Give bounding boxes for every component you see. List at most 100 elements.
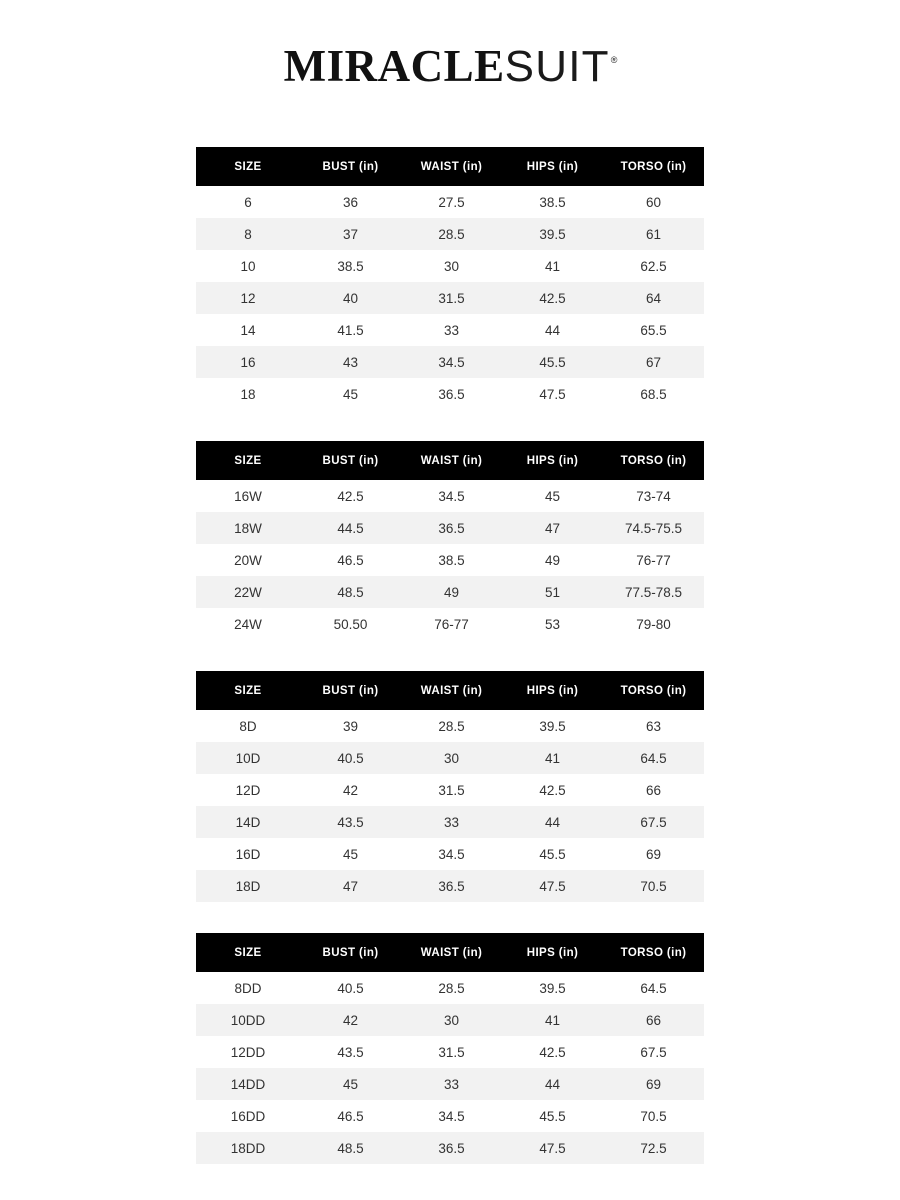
cell-torso: 66 <box>603 774 704 806</box>
table-header-row: SIZE BUST (in) WAIST (in) HIPS (in) TORSO (i… <box>196 147 704 186</box>
column-header-torso: TORSO (in) <box>603 671 704 710</box>
table-row: 14D 43.5 33 44 67.5 <box>196 806 704 838</box>
cell-torso: 64 <box>603 282 704 314</box>
cell-size: 8 <box>196 218 300 250</box>
cell-size: 14D <box>196 806 300 838</box>
cell-size: 12 <box>196 282 300 314</box>
cell-torso: 64.5 <box>603 742 704 774</box>
table-row: 8 37 28.5 39.5 61 <box>196 218 704 250</box>
column-header-hips: HIPS (in) <box>502 671 603 710</box>
cell-bust: 41.5 <box>300 314 401 346</box>
cell-torso: 69 <box>603 838 704 870</box>
column-header-bust: BUST (in) <box>300 147 401 186</box>
brand-logo: MIRACLESUIT® <box>0 44 900 89</box>
cell-bust: 38.5 <box>300 250 401 282</box>
cell-bust: 48.5 <box>300 576 401 608</box>
cell-bust: 43 <box>300 346 401 378</box>
cell-size: 18DD <box>196 1132 300 1164</box>
column-header-size: SIZE <box>196 933 300 972</box>
cell-hips: 44 <box>502 806 603 838</box>
table-row: 8DD 40.5 28.5 39.5 64.5 <box>196 972 704 1004</box>
cell-waist: 30 <box>401 1004 502 1036</box>
table-header-row: SIZE BUST (in) WAIST (in) HIPS (in) TORSO (i… <box>196 933 704 972</box>
cell-torso: 73-74 <box>603 480 704 512</box>
table-row: 12D 42 31.5 42.5 66 <box>196 774 704 806</box>
cell-torso: 66 <box>603 1004 704 1036</box>
cell-size: 8DD <box>196 972 300 1004</box>
column-header-size: SIZE <box>196 671 300 710</box>
cell-size: 10 <box>196 250 300 282</box>
column-header-waist: WAIST (in) <box>401 441 502 480</box>
table-row: 18DD 48.5 36.5 47.5 72.5 <box>196 1132 704 1164</box>
cell-bust: 50.50 <box>300 608 401 640</box>
column-header-waist: WAIST (in) <box>401 147 502 186</box>
cell-size: 14DD <box>196 1068 300 1100</box>
cell-size: 16 <box>196 346 300 378</box>
size-table-d-cup-sizes: SIZE BUST (in) WAIST (in) HIPS (in) TORSO (i… <box>196 671 704 902</box>
table-row: 18W 44.5 36.5 47 74.5-75.5 <box>196 512 704 544</box>
column-header-size: SIZE <box>196 441 300 480</box>
cell-hips: 45.5 <box>502 346 603 378</box>
brand-logo-suit: SUIT <box>504 42 610 91</box>
cell-size: 20W <box>196 544 300 576</box>
table-row: 10DD 42 30 41 66 <box>196 1004 704 1036</box>
table-row: 16W 42.5 34.5 45 73-74 <box>196 480 704 512</box>
cell-waist: 36.5 <box>401 870 502 902</box>
cell-hips: 39.5 <box>502 710 603 742</box>
cell-waist: 28.5 <box>401 972 502 1004</box>
size-table-womens-plus-sizes: SIZE BUST (in) WAIST (in) HIPS (in) TORSO (i… <box>196 441 704 640</box>
cell-bust: 45 <box>300 1068 401 1100</box>
cell-torso: 69 <box>603 1068 704 1100</box>
cell-hips: 41 <box>502 250 603 282</box>
cell-bust: 42.5 <box>300 480 401 512</box>
cell-waist: 36.5 <box>401 1132 502 1164</box>
cell-torso: 61 <box>603 218 704 250</box>
cell-waist: 33 <box>401 806 502 838</box>
cell-bust: 40 <box>300 282 401 314</box>
column-header-torso: TORSO (in) <box>603 933 704 972</box>
registered-trademark-icon: ® <box>610 54 618 65</box>
cell-waist: 31.5 <box>401 282 502 314</box>
cell-hips: 42.5 <box>502 774 603 806</box>
column-header-size: SIZE <box>196 147 300 186</box>
cell-waist: 28.5 <box>401 710 502 742</box>
cell-size: 12D <box>196 774 300 806</box>
cell-waist: 34.5 <box>401 1100 502 1132</box>
column-header-waist: WAIST (in) <box>401 671 502 710</box>
cell-hips: 41 <box>502 742 603 774</box>
cell-torso: 70.5 <box>603 1100 704 1132</box>
cell-torso: 67 <box>603 346 704 378</box>
column-header-hips: HIPS (in) <box>502 147 603 186</box>
table-header-row: SIZE BUST (in) WAIST (in) HIPS (in) TORSO (i… <box>196 671 704 710</box>
cell-size: 18D <box>196 870 300 902</box>
cell-size: 18 <box>196 378 300 410</box>
column-header-hips: HIPS (in) <box>502 933 603 972</box>
cell-waist: 28.5 <box>401 218 502 250</box>
cell-waist: 49 <box>401 576 502 608</box>
table-row: 14 41.5 33 44 65.5 <box>196 314 704 346</box>
table-row: 12 40 31.5 42.5 64 <box>196 282 704 314</box>
cell-size: 10DD <box>196 1004 300 1036</box>
cell-size: 16W <box>196 480 300 512</box>
cell-waist: 34.5 <box>401 346 502 378</box>
cell-torso: 68.5 <box>603 378 704 410</box>
column-header-torso: TORSO (in) <box>603 441 704 480</box>
cell-size: 18W <box>196 512 300 544</box>
cell-waist: 30 <box>401 742 502 774</box>
cell-bust: 46.5 <box>300 1100 401 1132</box>
cell-torso: 60 <box>603 186 704 218</box>
size-table-misses-sizes: SIZE BUST (in) WAIST (in) HIPS (in) TORSO (i… <box>196 147 704 410</box>
cell-torso: 77.5-78.5 <box>603 576 704 608</box>
cell-hips: 47.5 <box>502 870 603 902</box>
cell-torso: 67.5 <box>603 1036 704 1068</box>
cell-bust: 43.5 <box>300 1036 401 1068</box>
cell-bust: 46.5 <box>300 544 401 576</box>
cell-size: 16DD <box>196 1100 300 1132</box>
cell-hips: 47.5 <box>502 378 603 410</box>
table-header-row: SIZE BUST (in) WAIST (in) HIPS (in) TORSO (i… <box>196 441 704 480</box>
cell-torso: 76-77 <box>603 544 704 576</box>
cell-torso: 64.5 <box>603 972 704 1004</box>
table-row: 12DD 43.5 31.5 42.5 67.5 <box>196 1036 704 1068</box>
cell-hips: 45.5 <box>502 838 603 870</box>
cell-torso: 72.5 <box>603 1132 704 1164</box>
